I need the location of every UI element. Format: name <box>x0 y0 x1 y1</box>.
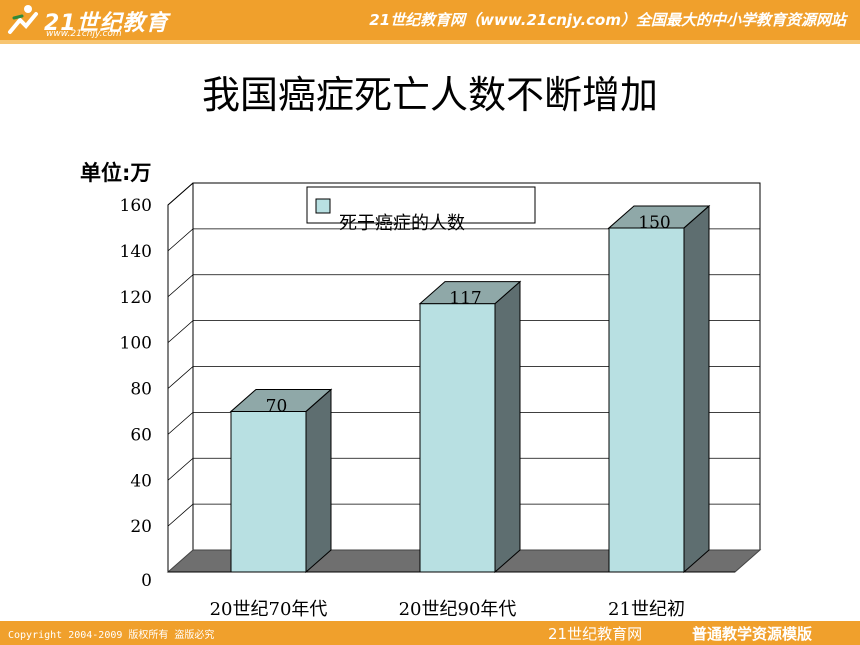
gridline <box>167 228 760 252</box>
y-tick-label: 100 <box>120 334 152 354</box>
data-label: 117 <box>449 289 481 309</box>
data-label: 70 <box>266 396 288 416</box>
bar-front <box>608 227 685 573</box>
x-tick-label: 20世纪70年代 <box>210 599 328 620</box>
bar-side <box>683 204 710 574</box>
data-label: 150 <box>638 213 670 233</box>
y-tick-label: 160 <box>120 196 152 216</box>
logo-text: 21世纪教育 <box>44 11 169 36</box>
header-bar <box>0 0 860 40</box>
y-tick-label: 140 <box>120 242 152 262</box>
y-tick-label: 0 <box>141 571 152 591</box>
y-axis-ticks: 0 20 40 60 80 100 120 140 160 <box>120 196 152 591</box>
page-title: 我国癌症死亡人数不断增加 <box>201 73 658 117</box>
header-stripe <box>0 40 860 44</box>
bar-front <box>230 410 307 573</box>
gridline <box>167 182 760 206</box>
bar-top <box>418 281 522 305</box>
x-axis-ticks: 20世纪70年代 20世纪90年代 21世纪初 <box>210 599 685 620</box>
legend-box <box>306 186 536 224</box>
y-tick-label: 40 <box>130 471 152 491</box>
x-tick-label: 20世纪90年代 <box>399 599 517 620</box>
logo-url: www.21cnjy.com <box>46 29 122 39</box>
footer-brand: 21世纪教育网 <box>548 625 643 643</box>
gridline <box>167 320 760 343</box>
chart-legend: 死于癌症的人数 <box>306 186 536 234</box>
copyright-text: Copyright 2004-2009 版权所有 盗版必究 <box>8 630 215 641</box>
y-tick-label: 80 <box>130 380 152 400</box>
chart-gridlines <box>167 182 760 527</box>
x-tick-label: 21世纪初 <box>608 599 685 620</box>
header-slogan: 21世纪教育网（www.21cnjy.com）全国最大的中小学教育资源网站 <box>369 11 846 29</box>
unit-label: 单位:万 <box>80 161 152 185</box>
logo-icon <box>8 5 38 34</box>
bar-top <box>607 205 711 229</box>
data-labels: 70 117 150 <box>266 213 671 417</box>
legend-swatch <box>315 198 331 214</box>
gridline <box>167 366 760 389</box>
footer-template-label: 普通教学资源模版 <box>692 625 813 643</box>
chart-bars <box>229 204 711 574</box>
legend-label: 死于癌症的人数 <box>339 213 465 234</box>
gridline <box>167 274 760 298</box>
footer-bar <box>0 621 860 645</box>
bar-top <box>229 388 333 412</box>
gridline <box>167 503 760 527</box>
y-tick-label: 60 <box>130 425 152 445</box>
bar-side <box>494 280 521 574</box>
y-tick-label: 20 <box>130 517 152 537</box>
gridline <box>167 411 760 435</box>
y-tick-label: 120 <box>120 288 152 308</box>
bar-front <box>419 303 496 573</box>
gridline <box>167 457 760 481</box>
bar-side <box>305 388 332 574</box>
